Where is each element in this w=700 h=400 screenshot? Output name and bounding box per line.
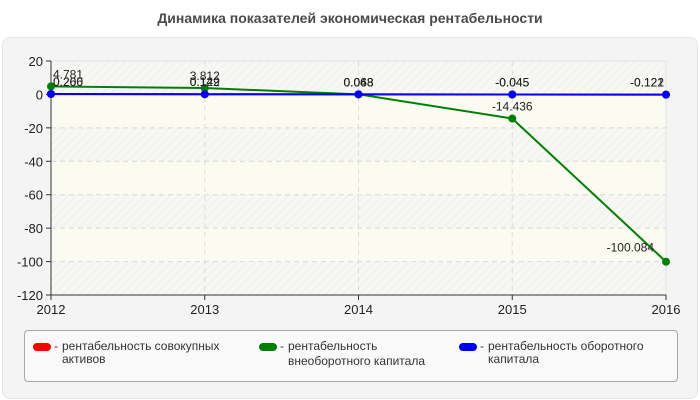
data-label: 3.812: [190, 69, 220, 83]
data-point: [508, 90, 517, 99]
legend-text: рентабельность внеоборотного капитала: [288, 340, 425, 368]
x-tick-label: 2012: [37, 302, 66, 317]
data-label: 0.200: [53, 75, 83, 89]
legend-label-line2: капитала: [488, 352, 540, 366]
data-label: 0.068: [343, 75, 373, 89]
x-tick-label: 2014: [344, 302, 373, 317]
data-point: [662, 90, 670, 99]
legend-item-working-capital[interactable]: - рентабельность оборотного капитала: [459, 340, 644, 366]
y-tick-label: -20: [24, 121, 43, 136]
y-tick-label: -80: [24, 221, 43, 236]
legend-separator: -: [480, 339, 484, 353]
legend-separator: -: [280, 339, 284, 353]
data-label: 0.063: [343, 75, 373, 89]
legend: - рентабельность совокупных активов - ре…: [24, 330, 678, 382]
legend-swatch-red: [33, 343, 51, 351]
chart-title: Динамика показателей экономическая рента…: [157, 10, 543, 26]
data-label: 0.048: [343, 75, 373, 89]
data-label: 0.142: [190, 75, 220, 89]
y-tick-label: -60: [24, 188, 43, 203]
legend-item-noncurrent-capital[interactable]: - рентабельность внеоборотного капитала: [259, 340, 425, 368]
plot-area: [50, 60, 667, 296]
data-labels: 0.200 0.129 0.063 -0.045 -0.121 4.781 3.812 0.0…: [53, 67, 664, 254]
data-point: [508, 114, 517, 123]
series-layer: [47, 82, 670, 266]
y-tick-label: -120: [17, 288, 43, 303]
legend-text: рентабельность оборотного капитала: [488, 340, 644, 366]
data-point: [47, 89, 55, 98]
data-label: -0.122: [630, 76, 664, 90]
data-point: [354, 90, 363, 99]
legend-label-line2: активов: [62, 352, 106, 366]
data-label: -0.045: [495, 76, 529, 90]
legend-label-line1: рентабельность: [288, 339, 378, 353]
data-label: -14.436: [492, 100, 533, 114]
y-tick-label: 0: [36, 87, 43, 102]
data-label: 0.129: [190, 75, 220, 89]
data-label: -0.045: [495, 76, 529, 90]
legend-swatch-green: [259, 343, 277, 351]
legend-swatch-blue: [459, 343, 477, 351]
legend-separator: -: [54, 339, 58, 353]
y-tick-label: -40: [24, 154, 43, 169]
legend-item-total-assets[interactable]: - рентабельность совокупных активов: [33, 340, 220, 366]
data-label: -0.121: [630, 76, 664, 90]
legend-label-line2: внеоборотного капитала: [288, 354, 425, 368]
y-tick-label: 20: [29, 54, 43, 69]
x-tick-label: 2013: [190, 302, 219, 317]
data-label: -100.084: [607, 241, 655, 255]
data-point: [662, 257, 670, 266]
x-tick-label: 2015: [498, 302, 527, 317]
data-label: 0.266: [53, 75, 83, 89]
data-point: [200, 84, 209, 93]
legend-label-line1: рентабельность оборотного: [488, 339, 644, 353]
x-tick-label: 2016: [652, 302, 681, 317]
y-tick-label: -100: [17, 255, 43, 270]
data-point: [47, 82, 55, 91]
data-point: [200, 90, 209, 99]
data-label: 4.781: [53, 67, 83, 81]
legend-label-line1: рентабельность совокупных: [62, 339, 220, 353]
legend-text: рентабельность совокупных активов: [62, 340, 220, 366]
